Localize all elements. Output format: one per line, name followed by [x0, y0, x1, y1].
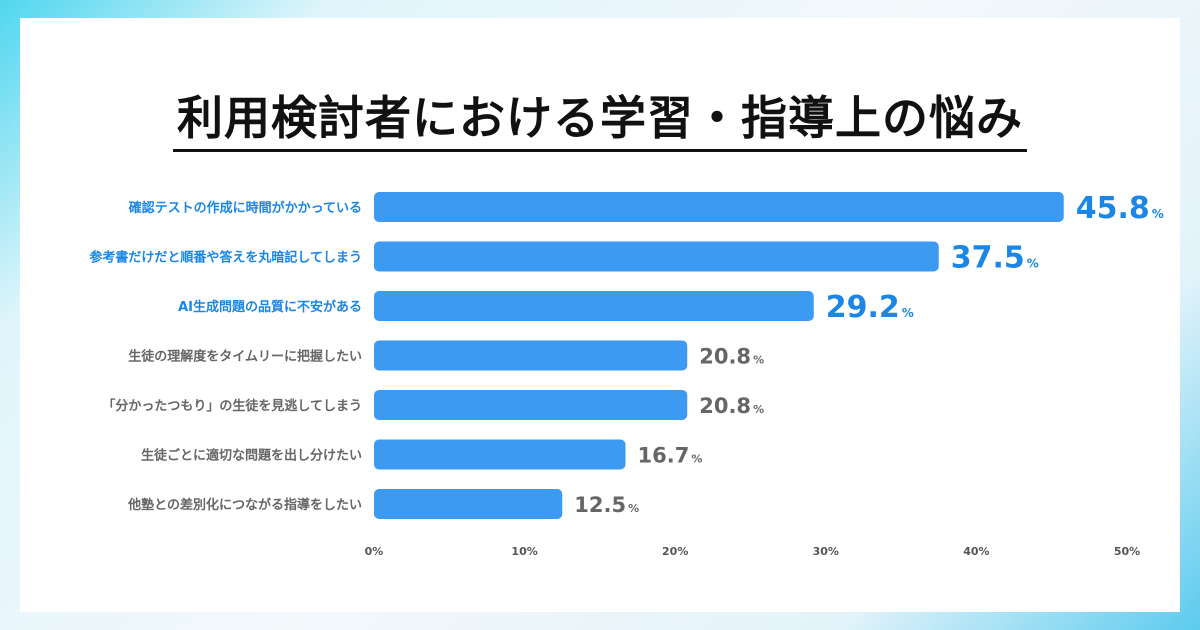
value-number: 20.8	[699, 345, 751, 369]
x-tick-label: 30%	[813, 545, 839, 558]
bar	[374, 241, 939, 272]
bar	[374, 390, 688, 420]
x-tick-label: 10%	[511, 545, 537, 558]
value-unit: %	[902, 306, 914, 320]
value-unit: %	[1027, 257, 1039, 271]
bar	[374, 192, 1064, 222]
bar	[374, 439, 626, 470]
bar	[374, 340, 688, 371]
value-label: 45.8%	[1076, 191, 1164, 226]
x-tick-label: 40%	[963, 545, 989, 558]
value-number: 20.8	[699, 394, 751, 418]
value-unit: %	[753, 403, 764, 416]
category-label: 他塾との差別化につながる指導をしたい	[127, 497, 362, 513]
value-label: 12.5%	[574, 493, 639, 517]
value-label: 20.8%	[699, 345, 764, 369]
x-tick-label: 0%	[365, 545, 384, 558]
value-unit: %	[691, 453, 702, 466]
value-number: 12.5	[574, 493, 626, 517]
category-label: 参考書だけだと順番や答えを丸暗記してしまう	[89, 250, 362, 266]
value-number: 45.8	[1076, 191, 1150, 226]
value-number: 37.5	[951, 241, 1025, 276]
category-label: 生徒の理解度をタイムリーに把握したい	[128, 349, 362, 365]
value-number: 29.2	[826, 290, 900, 325]
value-unit: %	[1152, 207, 1164, 221]
category-label: 生徒ごとに適切な問題を出し分けたい	[141, 448, 362, 464]
category-label: 確認テストの作成に時間がかかっている	[129, 200, 362, 216]
category-label: 「分かったつもり」の生徒を見逃してしまう	[102, 398, 362, 414]
value-number: 16.7	[638, 444, 690, 468]
category-label: AI生成問題の品質に不安がある	[178, 299, 362, 315]
value-label: 37.5%	[951, 241, 1039, 276]
x-tick-label: 20%	[662, 545, 688, 558]
value-label: 16.7%	[638, 444, 703, 468]
value-unit: %	[753, 354, 764, 367]
value-label: 20.8%	[699, 394, 764, 418]
chart-title: 利用検討者における学習・指導上の悩み	[0, 82, 1200, 152]
bar	[374, 489, 563, 519]
bar	[374, 291, 814, 321]
x-tick-label: 50%	[1114, 545, 1140, 558]
value-unit: %	[628, 502, 639, 515]
value-label: 29.2%	[826, 290, 914, 325]
